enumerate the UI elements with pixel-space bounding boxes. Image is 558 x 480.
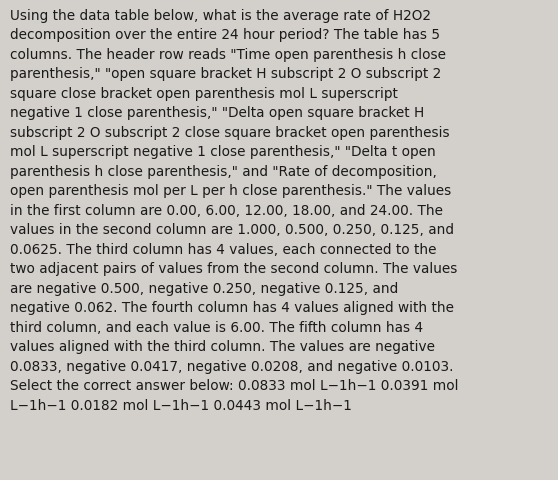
Text: Using the data table below, what is the average rate of H2O2
decomposition over : Using the data table below, what is the … [10,9,459,412]
